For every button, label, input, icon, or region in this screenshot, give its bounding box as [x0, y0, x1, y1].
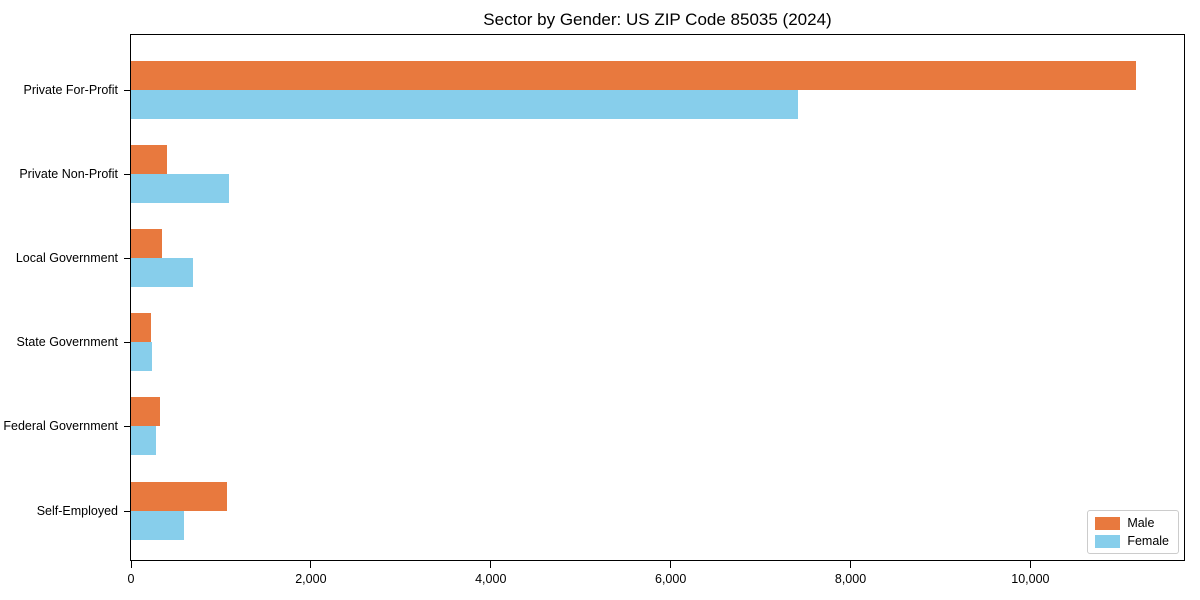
x-tick [490, 561, 492, 568]
y-tick-label-private-for-profit: Private For-Profit [23, 82, 118, 97]
x-tick-label-10000: 10,000 [1011, 572, 1050, 586]
x-tick [850, 561, 852, 568]
bar-male-local-government [131, 228, 162, 258]
bar-male-private-for-profit [131, 60, 1136, 90]
y-tick [124, 426, 130, 428]
y-tick-label-private-non-profit: Private Non-Profit [19, 166, 118, 181]
y-tick [124, 342, 130, 344]
plot-area: Private For-Profit Private Non-Profit Loca… [3, 34, 1185, 586]
bar-female-private-for-profit [131, 89, 799, 119]
y-tick [124, 173, 130, 175]
bar-female-state-government [131, 342, 153, 372]
x-tick-label-2000: 2,000 [295, 572, 327, 586]
x-tick [670, 561, 672, 568]
bar-female-local-government [131, 257, 194, 287]
bar-female-federal-government [131, 426, 157, 456]
female-legend-label: Female [1127, 534, 1169, 548]
x-tick [130, 561, 132, 568]
x-tick-label-6000: 6,000 [655, 572, 687, 586]
y-tick-label-state-government: State Government [16, 335, 118, 350]
y-tick-label-self-employed: Self-Employed [36, 503, 118, 518]
female-legend-swatch [1095, 534, 1121, 548]
chart-title: Sector by Gender: US ZIP Code 85035 (202… [483, 10, 832, 29]
bar-male-self-employed [131, 481, 228, 511]
y-tick [124, 510, 130, 512]
x-tick-label-0: 0 [127, 572, 135, 586]
x-tick [310, 561, 312, 568]
y-tick [124, 89, 130, 91]
bar-male-state-government [131, 313, 151, 343]
legend-item-male: Male [1095, 516, 1169, 530]
y-tick-label-federal-government: Federal Government [3, 419, 118, 434]
x-tick [1029, 561, 1031, 568]
legend: Male Female [1087, 510, 1179, 554]
x-tick-label-4000: 4,000 [475, 572, 507, 586]
male-legend-swatch [1095, 516, 1121, 530]
legend-item-female: Female [1095, 534, 1169, 548]
bar-female-self-employed [131, 510, 185, 540]
bar-male-private-non-profit [131, 144, 167, 174]
y-tick [124, 257, 130, 259]
bar-female-private-non-profit [131, 173, 230, 203]
x-tick-label-8000: 8,000 [834, 572, 867, 586]
bar-male-federal-government [131, 397, 160, 427]
male-legend-label: Male [1127, 516, 1155, 530]
y-tick-label-local-government: Local Government [15, 250, 118, 265]
